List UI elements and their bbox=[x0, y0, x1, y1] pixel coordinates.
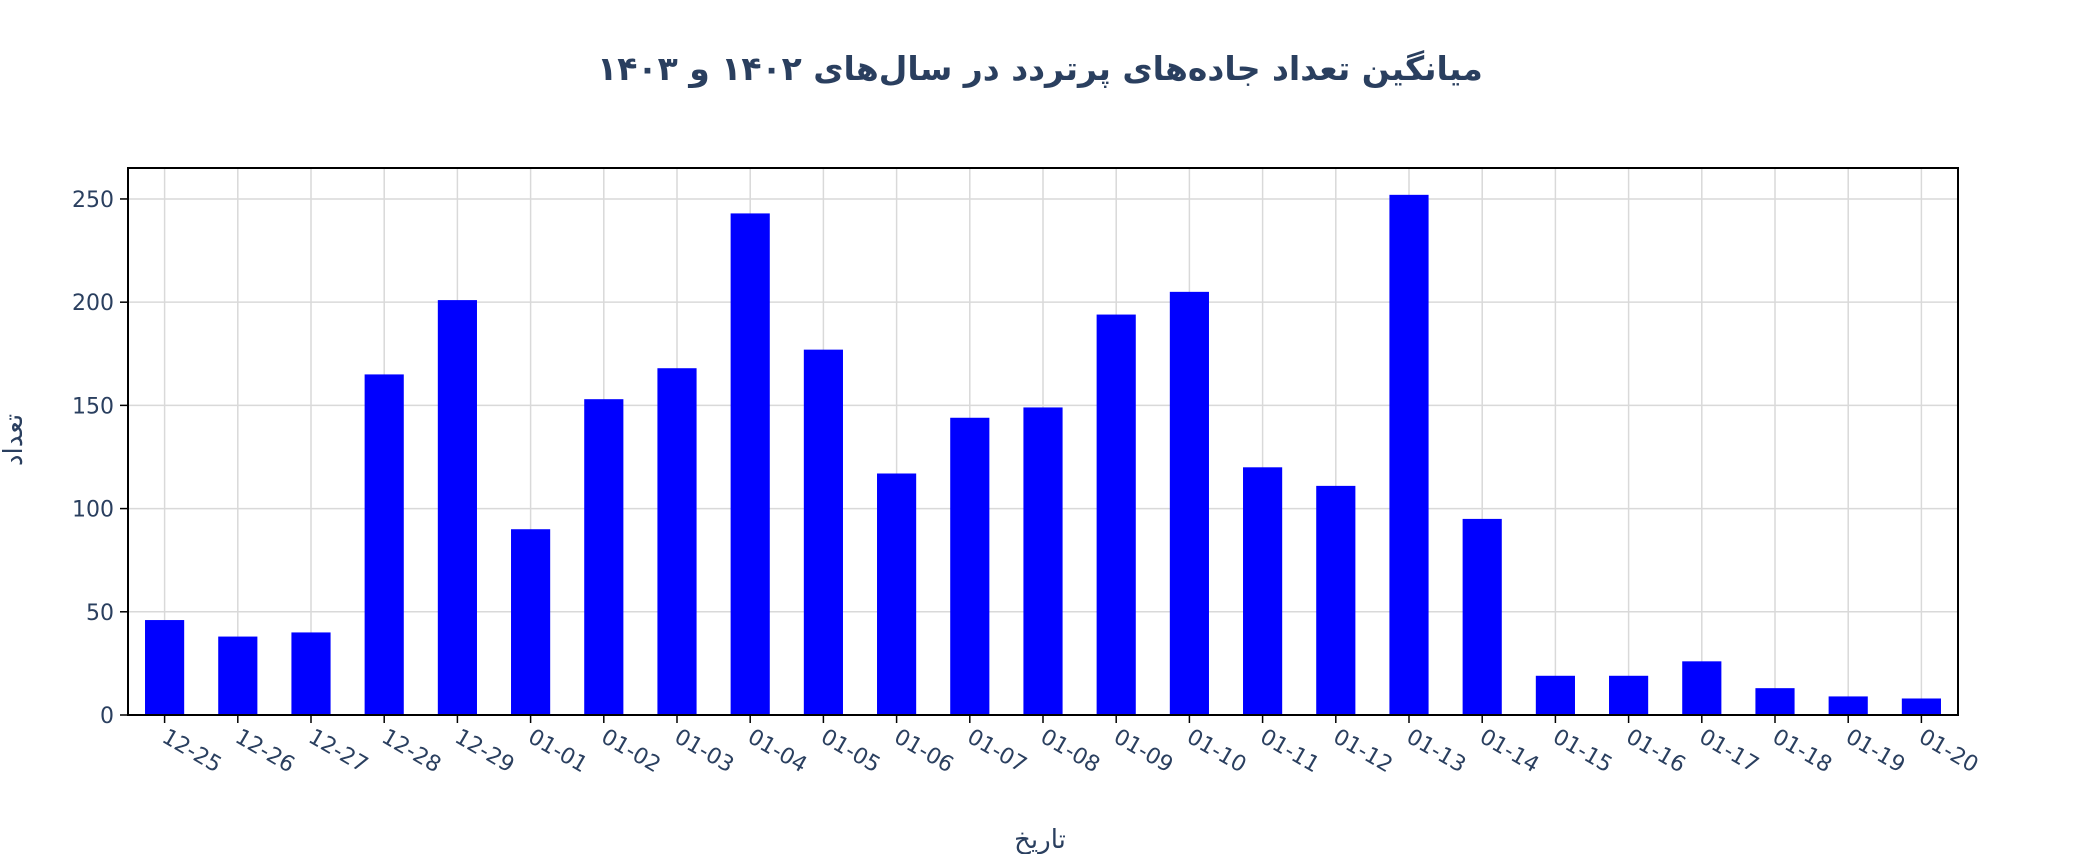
y-tick-label: 200 bbox=[72, 291, 114, 316]
x-tick-label: 01-16 bbox=[1622, 725, 1690, 779]
bar bbox=[145, 620, 185, 715]
x-tick-label: 01-19 bbox=[1841, 725, 1909, 779]
bar bbox=[1462, 518, 1502, 715]
x-tick-label: 01-18 bbox=[1768, 725, 1836, 779]
x-tick-label: 01-09 bbox=[1109, 725, 1177, 779]
y-axis: 0 50 100 150 200 250 bbox=[72, 188, 128, 729]
bar bbox=[1535, 675, 1575, 715]
bar bbox=[1755, 688, 1795, 715]
y-tick-label: 0 bbox=[100, 704, 114, 729]
x-tick-label: 01-10 bbox=[1182, 725, 1250, 779]
x-tick-label: 01-11 bbox=[1256, 725, 1324, 779]
bar bbox=[1609, 675, 1649, 715]
x-axis: 12-25 12-26 12-27 12-28 12-29 01-01 01-02 01-03… bbox=[158, 715, 1982, 779]
bar bbox=[1828, 696, 1868, 715]
bars-layer bbox=[145, 194, 1941, 715]
chart-title: میانگین تعداد جاده‌های پرتردد در سال‌های… bbox=[597, 49, 1483, 89]
bar bbox=[218, 636, 258, 715]
bar bbox=[291, 632, 331, 715]
bar bbox=[1901, 698, 1941, 715]
bar bbox=[1243, 467, 1283, 715]
x-tick-label: 01-02 bbox=[597, 725, 665, 779]
y-tick-label: 100 bbox=[72, 498, 114, 523]
x-tick-label: 01-17 bbox=[1695, 725, 1763, 779]
x-tick-label: 01-05 bbox=[816, 725, 884, 779]
bar bbox=[657, 368, 697, 715]
bar bbox=[511, 529, 551, 715]
bar bbox=[877, 473, 917, 715]
bar bbox=[1023, 407, 1063, 715]
x-tick-label: 01-03 bbox=[670, 725, 738, 779]
bar bbox=[437, 300, 477, 715]
y-tick-label: 250 bbox=[72, 188, 114, 213]
bar bbox=[1096, 314, 1136, 715]
bar bbox=[803, 349, 843, 715]
x-tick-label: 01-13 bbox=[1402, 725, 1470, 779]
y-tick-label: 50 bbox=[86, 601, 114, 626]
x-tick-label: 12-27 bbox=[304, 725, 372, 779]
bar bbox=[1169, 291, 1209, 715]
x-tick-label: 12-28 bbox=[377, 725, 445, 779]
bar bbox=[364, 374, 404, 715]
x-tick-label: 01-14 bbox=[1475, 725, 1543, 779]
bar bbox=[1389, 194, 1429, 715]
bar bbox=[1316, 485, 1356, 715]
bar bbox=[950, 417, 990, 715]
x-tick-label: 01-12 bbox=[1329, 725, 1397, 779]
bar bbox=[1682, 661, 1722, 715]
bar bbox=[584, 399, 624, 715]
x-tick-label: 01-15 bbox=[1548, 725, 1616, 779]
x-axis-title: تاریخ bbox=[1014, 825, 1066, 854]
x-tick-label: 01-01 bbox=[524, 725, 592, 779]
bar bbox=[730, 213, 770, 715]
x-tick-label: 01-08 bbox=[1036, 725, 1104, 779]
y-tick-label: 150 bbox=[72, 394, 114, 419]
x-tick-label: 12-29 bbox=[450, 725, 518, 779]
x-tick-label: 12-25 bbox=[158, 725, 226, 779]
x-tick-label: 01-07 bbox=[963, 725, 1031, 779]
x-tick-label: 12-26 bbox=[231, 725, 299, 779]
x-tick-label: 01-20 bbox=[1914, 725, 1982, 779]
y-axis-title: تعداد bbox=[0, 414, 29, 466]
x-tick-label: 01-06 bbox=[890, 725, 958, 779]
x-tick-label: 01-04 bbox=[743, 725, 811, 779]
